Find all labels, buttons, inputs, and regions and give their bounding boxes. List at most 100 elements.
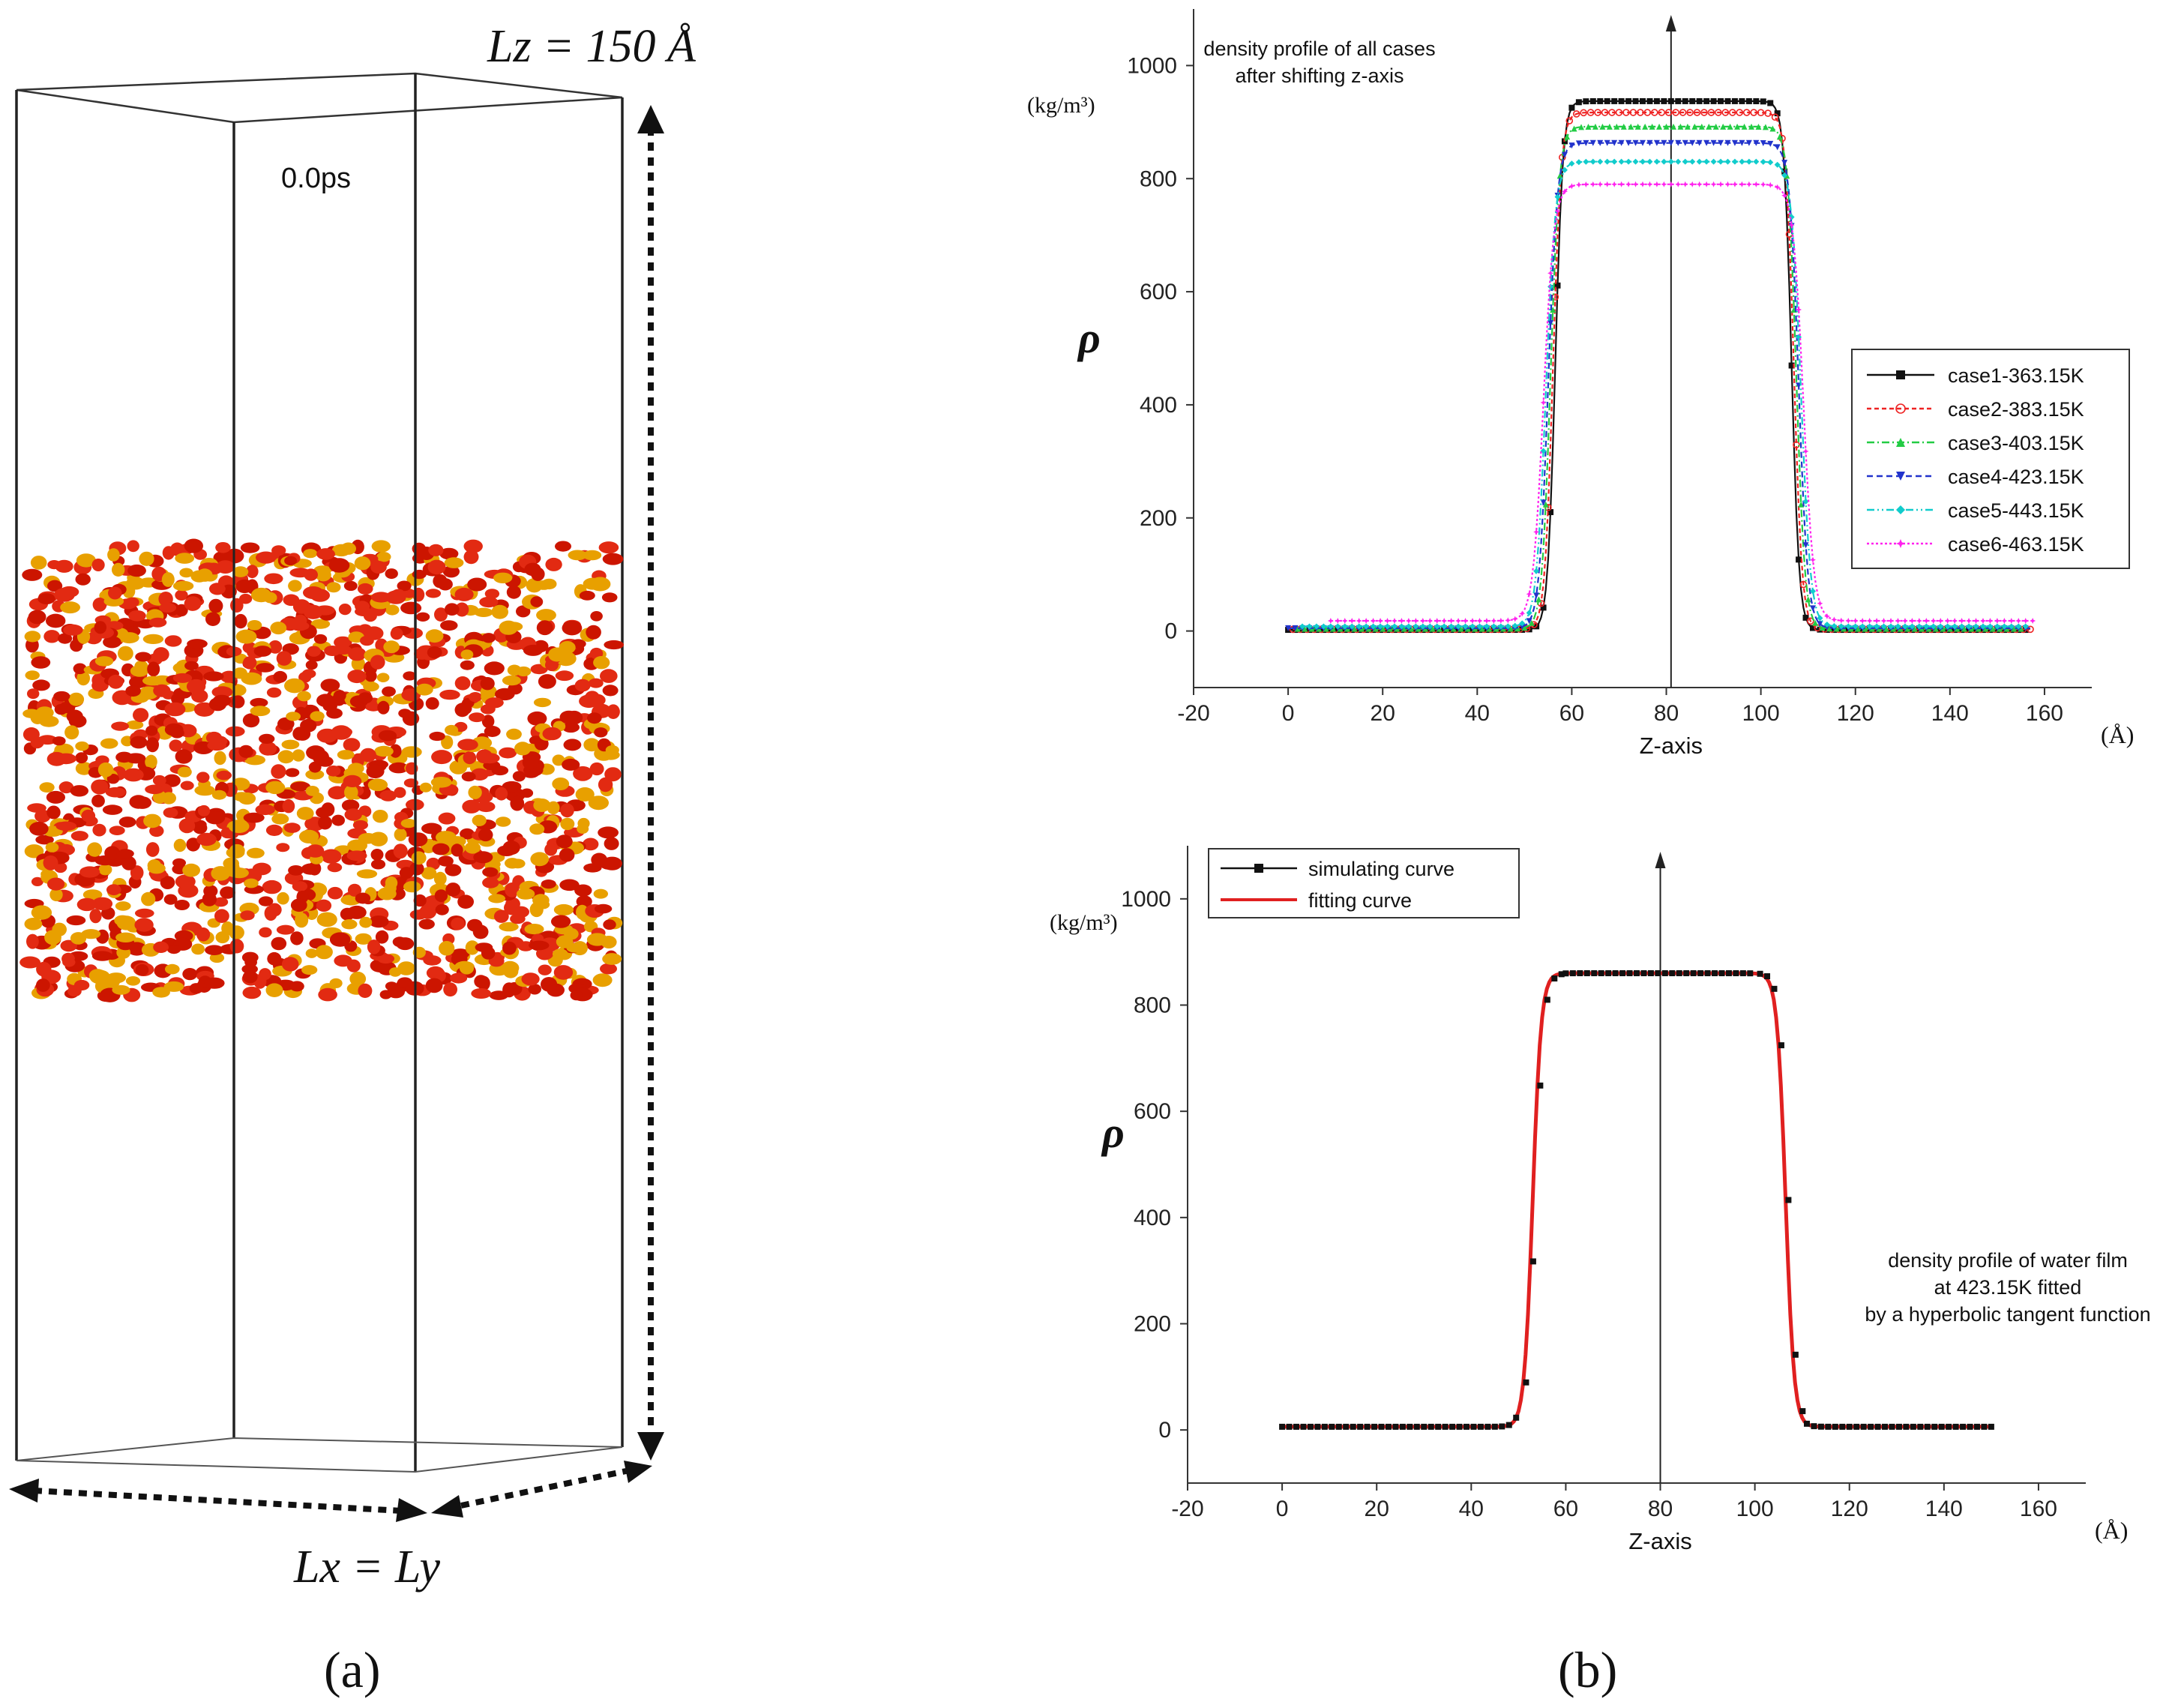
water-molecule — [583, 550, 602, 561]
data-point — [1299, 623, 1306, 630]
water-molecule — [196, 568, 213, 582]
water-molecule — [327, 862, 343, 873]
data-point — [1572, 110, 1580, 118]
data-point — [1923, 618, 1930, 625]
data-point — [1736, 109, 1744, 116]
data-point — [1989, 625, 1996, 632]
data-point — [1901, 618, 1908, 625]
water-molecule — [135, 652, 151, 662]
water-molecule — [36, 961, 52, 977]
data-point — [1691, 123, 1698, 130]
water-molecule — [600, 669, 618, 683]
data-point — [1469, 623, 1476, 630]
water-molecule — [97, 762, 114, 778]
water-molecule — [46, 790, 65, 804]
ly-dimension-arrow — [431, 1461, 652, 1518]
water-molecule — [240, 542, 260, 553]
panel-b-caption: (b) — [1558, 1641, 1617, 1698]
series-case6-463.15K — [1327, 181, 2036, 625]
data-point — [1646, 97, 1653, 104]
water-molecule — [163, 894, 178, 905]
water-molecule — [242, 713, 260, 728]
water-molecule — [468, 785, 482, 799]
water-molecule — [377, 954, 394, 964]
water-molecule — [60, 601, 80, 614]
water-molecule — [281, 957, 299, 972]
legend: simulating curve fitting curve — [1208, 848, 1520, 918]
data-point — [1519, 623, 1526, 630]
water-molecule — [576, 904, 589, 920]
data-point — [1916, 623, 1922, 630]
data-point — [1760, 98, 1766, 105]
data-point — [1809, 605, 1816, 612]
water-molecule — [148, 617, 167, 628]
water-molecule — [485, 697, 504, 709]
data-point — [1966, 623, 1973, 630]
water-molecule — [22, 709, 40, 718]
water-molecule — [371, 540, 391, 553]
data-point — [1745, 97, 1752, 104]
water-molecule — [321, 802, 335, 817]
data-point — [1448, 618, 1455, 625]
water-molecule — [46, 751, 67, 766]
water-molecule — [445, 603, 460, 616]
water-molecule — [529, 940, 550, 951]
water-molecule — [175, 553, 195, 564]
data-point — [1764, 973, 1771, 980]
water-molecule — [520, 788, 534, 798]
water-molecule — [75, 573, 91, 586]
water-molecule — [542, 727, 562, 741]
density-profile-fit-chart: -20 0 20 40 60 80 100 120 140 160 0 200 400 600 800 100… — [1050, 846, 2151, 1554]
data-point — [1838, 623, 1844, 630]
data-point — [1653, 158, 1660, 165]
series-simulating curve — [1279, 970, 1994, 1430]
water-molecule — [288, 865, 304, 876]
water-molecule — [305, 660, 318, 670]
water-molecule — [523, 644, 544, 656]
data-point — [1703, 97, 1710, 104]
data-point — [1704, 970, 1711, 976]
water-molecule — [337, 750, 355, 760]
data-point — [1429, 625, 1436, 632]
data-point — [1385, 1423, 1392, 1430]
data-point — [1526, 610, 1532, 616]
water-molecule — [142, 676, 163, 686]
data-point — [1944, 623, 1951, 630]
water-molecule — [310, 711, 325, 721]
data-point — [1809, 556, 1816, 563]
legend-entry: case4-423.15K — [1948, 466, 2084, 488]
water-molecule — [474, 607, 493, 617]
data-point — [1675, 158, 1682, 165]
water-molecule — [194, 785, 216, 796]
data-point — [1391, 618, 1398, 625]
water-molecule — [463, 751, 477, 765]
data-point — [1937, 618, 1944, 625]
series-line — [1282, 971, 1991, 1429]
data-point — [1401, 625, 1407, 632]
water-molecule — [303, 549, 318, 559]
data-point — [1592, 123, 1598, 130]
data-point — [1351, 625, 1358, 632]
water-molecule — [264, 906, 277, 921]
data-point — [1612, 970, 1619, 976]
water-molecule — [593, 888, 608, 899]
data-point — [1540, 499, 1547, 506]
data-point — [1958, 618, 1965, 625]
data-point — [1661, 181, 1667, 187]
water-molecule — [284, 556, 298, 566]
water-molecule — [208, 598, 223, 613]
water-molecule — [177, 766, 192, 778]
data-point — [1731, 139, 1738, 146]
water-molecule — [112, 562, 125, 577]
water-molecule — [34, 809, 51, 823]
data-point — [1672, 109, 1679, 116]
data-point — [1604, 181, 1610, 187]
data-point — [1640, 97, 1646, 104]
data-point — [1505, 617, 1511, 624]
water-molecule — [433, 574, 448, 589]
x-axis-label: Z-axis — [1640, 733, 1703, 759]
water-molecule — [108, 674, 124, 689]
data-point — [1427, 623, 1434, 630]
x-axis-unit: (Å) — [2101, 721, 2134, 748]
data-point — [1854, 625, 1861, 632]
